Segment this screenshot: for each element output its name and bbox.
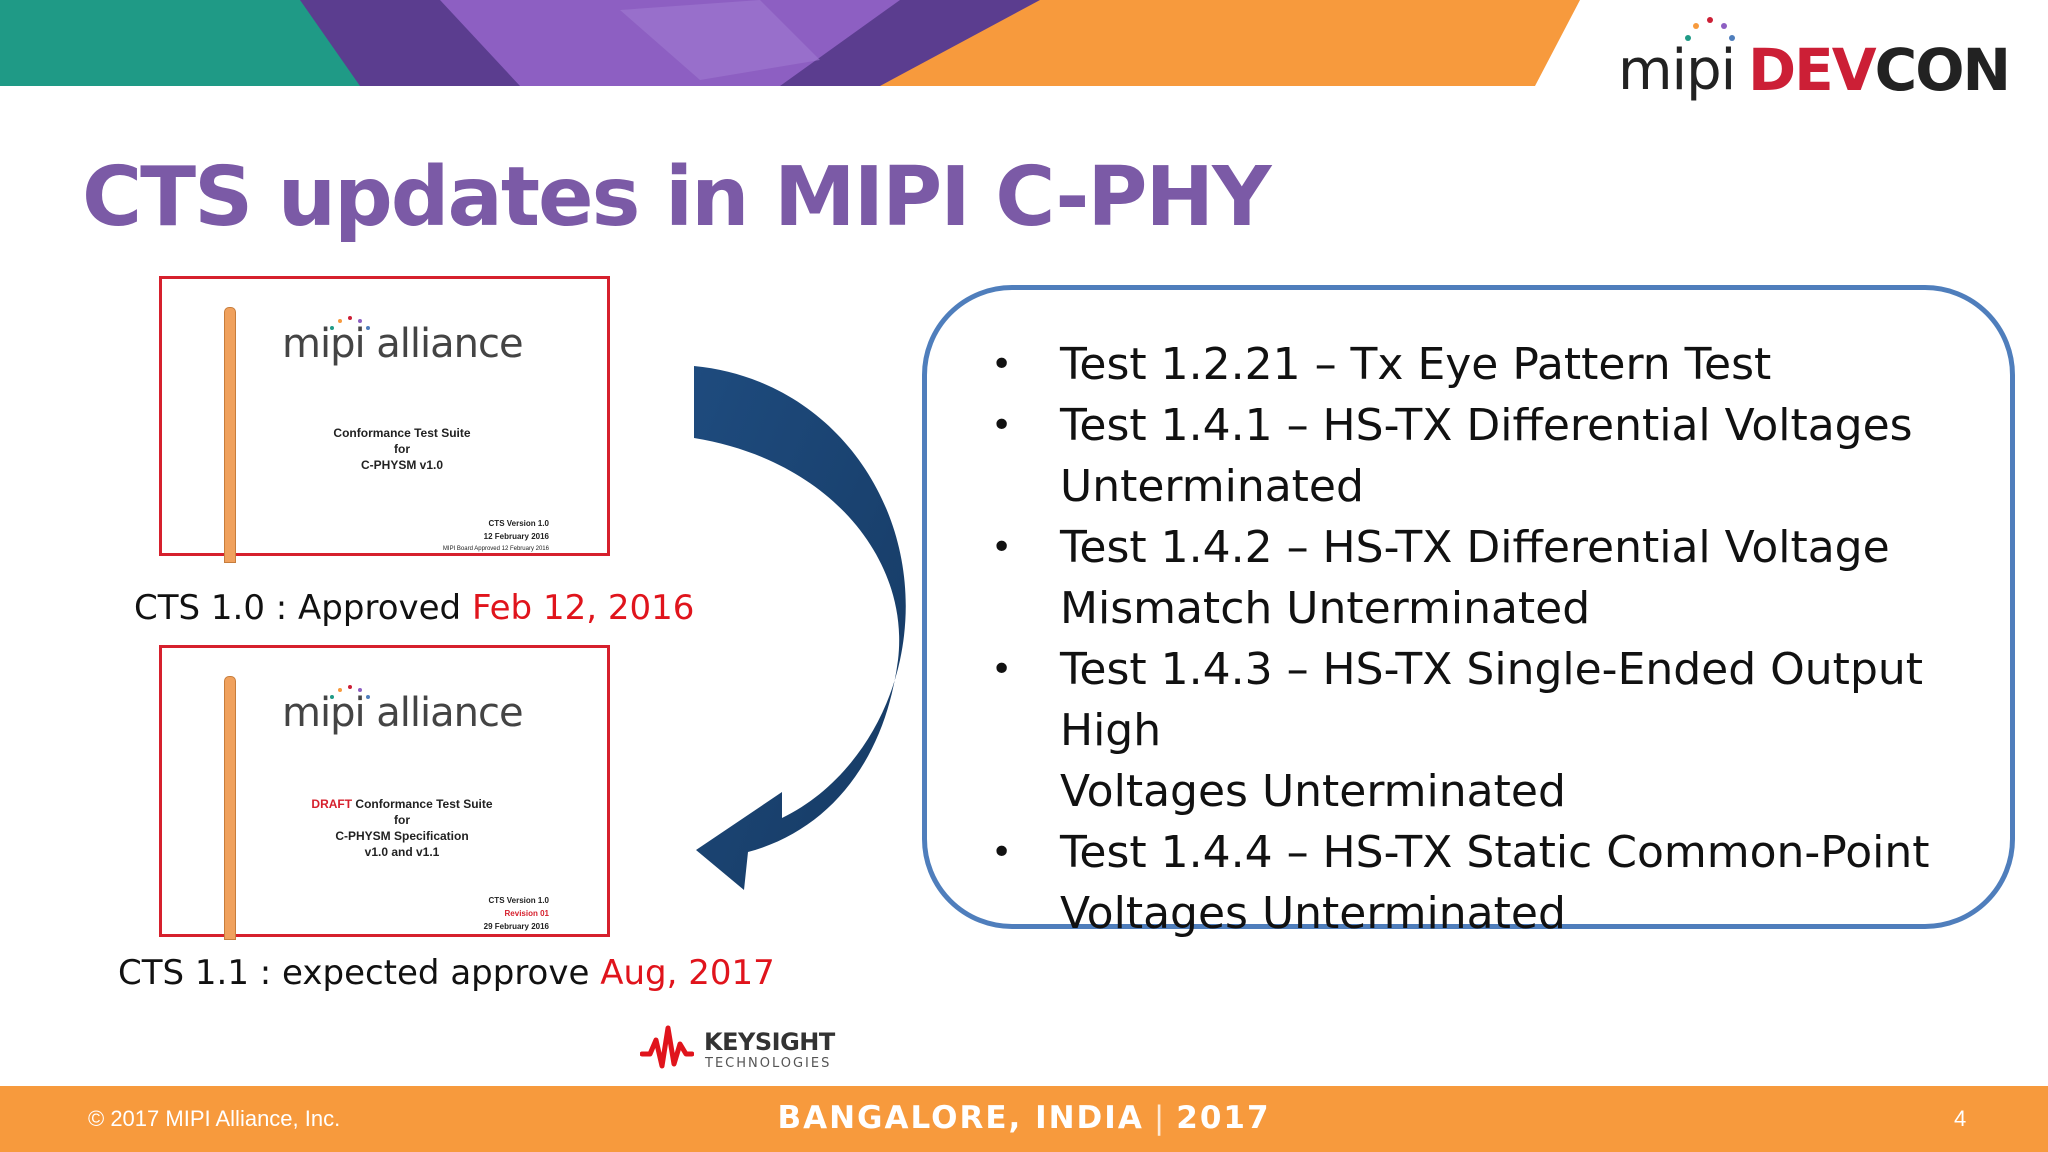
document-version: CTS Version 1.0 [488,896,549,905]
document-version-block: CTS Version 1.0 Revision 01 29 February … [484,894,549,933]
logo-dev-text: DEV [1748,36,1877,104]
test-line: Test 1.2.21 – Tx Eye Pattern Test [1060,339,1772,390]
document-title-line: for [394,813,410,827]
mipi-alliance-logo: mipi alliance [282,321,524,367]
keysight-name: KEYSIGHT [704,1028,835,1056]
document-approval-note: MIPI Board Approved 12 February 2016 [442,546,549,552]
bullet-icon: • [991,527,1013,568]
document-title-line: for [394,442,410,456]
list-item: • Test 1.4.1 – HS-TX Differential Voltage… [963,395,1973,517]
header-banner [0,0,2048,86]
bullet-icon: • [991,649,1013,690]
document-title-block: DRAFT Conformance Test Suite for C-PHYSM… [282,796,522,860]
document-title-line: Conformance Test Suite [333,426,471,440]
test-line: Test 1.4.4 – HS-TX Static Common-Point [1060,827,1930,878]
test-line: Test 1.4.2 – HS-TX Differential Voltage [1060,522,1890,573]
logo-mipi-text: mipi [1618,38,1736,103]
test-line: Voltages Unterminated [1060,766,1566,817]
test-line: Mismatch Unterminated [1060,583,1591,634]
caption-label: CTS 1.0 : Approved [134,588,472,628]
bullet-icon: • [991,832,1013,873]
mipi-alliance-logo: mipi alliance [282,690,524,736]
document-thumbnail-cts-1-0: mipi alliance Conformance Test Suite for… [159,276,610,563]
caption-date: Feb 12, 2016 [471,588,695,628]
document-thumbnail-cts-1-1: mipi alliance DRAFT Conformance Test Sui… [159,645,610,940]
caption-cts-1-0: CTS 1.0 : Approved Feb 12, 2016 [134,588,694,628]
copyright-text: © 2017 MIPI Alliance, Inc. [88,1106,341,1131]
alliance-dots-icon [330,685,370,699]
list-item: • Test 1.4.3 – HS-TX Single-Ended Output … [963,639,1973,822]
footer-separator: | [1153,1100,1167,1136]
test-line: Unterminated [1060,461,1364,512]
caption-date: Aug, 2017 [600,953,775,993]
caption-cts-1-1: CTS 1.1 : expected approve Aug, 2017 [118,953,775,993]
curved-arrow-icon [694,366,906,890]
list-item: • Test 1.4.2 – HS-TX Differential Voltage… [963,517,1973,639]
draft-label: DRAFT [311,797,353,811]
document-spine [224,307,236,563]
page-number: 4 [1954,1106,1967,1131]
test-line: Voltages Unterminated [1060,888,1566,939]
document-date: 29 February 2016 [483,922,549,931]
page-title: CTS updates in MIPI C-PHY [82,150,1271,245]
document-title-line: C-PHYSM Specification [335,829,469,843]
test-line: Test 1.4.1 – HS-TX Differential Voltages [1060,400,1913,451]
document-title-line: v1.0 and v1.1 [364,845,440,859]
test-line: Test 1.4.3 – HS-TX Single-Ended Output H… [1060,644,1924,756]
document-revision: Revision 01 [504,909,549,918]
document-version-block: CTS Version 1.0 12 February 2016 MIPI Bo… [443,517,549,556]
list-item: • Test 1.2.21 – Tx Eye Pattern Test [963,334,1973,395]
document-version: CTS Version 1.0 [488,519,549,528]
event-location: BANGALORE, INDIA | 2017 [0,1100,2048,1136]
keysight-logo: KEYSIGHT TECHNOLOGIES [640,1024,840,1072]
document-date: 12 February 2016 [483,532,549,541]
test-list-panel: • Test 1.2.21 – Tx Eye Pattern Test • Test… [922,285,2015,939]
event-year: 2017 [1176,1100,1271,1136]
logo-devcon-text: DEVCON [1748,36,2011,104]
keysight-wave-icon [640,1025,694,1069]
document-title-line: DRAFT Conformance Test Suite [282,796,522,812]
document-title-line: C-PHYSM v1.0 [360,458,444,472]
alliance-dots-icon [330,316,370,330]
test-list: • Test 1.2.21 – Tx Eye Pattern Test • Test… [963,334,1973,944]
footer-bar: © 2017 MIPI Alliance, Inc. BANGALORE, IN… [0,1086,2048,1152]
keysight-sub: TECHNOLOGIES [705,1056,832,1071]
bullet-icon: • [991,344,1013,385]
document-spine [224,676,236,940]
document-title-text: Conformance Test Suite [352,797,493,811]
caption-label: CTS 1.1 : expected approve [118,953,601,993]
mipi-devcon-logo: mipi DEVCON [1610,14,2011,104]
event-city: BANGALORE, INDIA [777,1100,1144,1136]
document-title-block: Conformance Test Suite for C-PHYSM v1.0 [282,425,522,473]
bullet-icon: • [991,405,1013,446]
logo-con-text: CON [1874,36,2011,104]
list-item: • Test 1.4.4 – HS-TX Static Common-Point V… [963,822,1973,944]
logo-dots-icon [1685,17,1735,41]
